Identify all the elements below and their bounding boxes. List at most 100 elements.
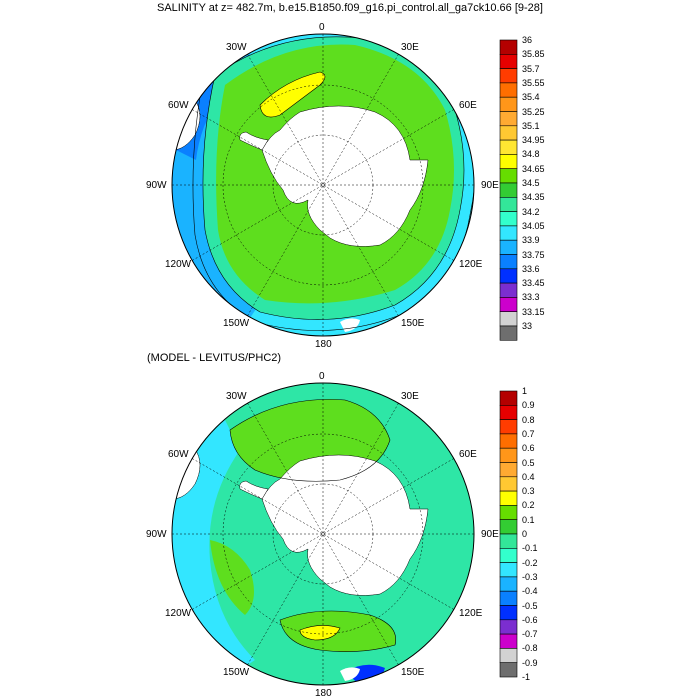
bottom-colorbar-label: 1 <box>522 386 528 396</box>
top-colorbar-label: 34.35 <box>522 192 545 203</box>
bottom-colorbar-label: -0.4 <box>522 586 538 597</box>
top-colorbar <box>499 39 518 341</box>
top-colorbar-box <box>499 311 518 327</box>
top-colorbar-label: 33.15 <box>522 306 545 317</box>
top-colorbar-label: 35.7 <box>522 63 540 74</box>
bottom-colorbar-label: 0.5 <box>522 457 535 468</box>
bottom-colorbar-label: 0.3 <box>522 486 535 497</box>
top-lon-label-60e: 60E <box>459 100 477 111</box>
bottom-lon-label-120w: 120W <box>165 608 192 619</box>
bottom-colorbar-box <box>499 547 518 563</box>
bottom-colorbar-box <box>499 562 518 578</box>
top-lon-label-150e: 150E <box>401 318 425 329</box>
top-colorbar-box <box>499 225 518 241</box>
top-colorbar-label: 33.9 <box>522 235 540 246</box>
top-colorbar-box <box>499 182 518 198</box>
bottom-colorbar-label: -0.3 <box>522 571 538 582</box>
top-lon-label-180: 180 <box>315 339 332 350</box>
bottom-lon-label-90e: 90E <box>481 529 499 540</box>
top-colorbar-box <box>499 125 518 141</box>
bottom-colorbar-label: 0.9 <box>522 400 535 411</box>
top-colorbar-label: 35.85 <box>522 49 545 60</box>
top-colorbar-label: 34.8 <box>522 149 540 160</box>
top-colorbar-box <box>499 82 518 98</box>
bottom-lon-label-120e: 120E <box>459 608 483 619</box>
top-colorbar-box <box>499 111 518 127</box>
bottom-lon-label-150w: 150W <box>223 667 250 678</box>
bottom-colorbar-box <box>499 662 518 678</box>
top-colorbar-label: 33.45 <box>522 278 545 289</box>
bottom-colorbar-box <box>499 490 518 506</box>
top-colorbar-box <box>499 211 518 227</box>
top-colorbar-box <box>499 254 518 270</box>
top-lon-label-0: 0 <box>319 22 325 33</box>
bottom-colorbar-box <box>499 533 518 549</box>
top-colorbar-box <box>499 154 518 169</box>
top-lon-label-90w: 90W <box>146 180 167 191</box>
top-colorbar-label: 33 <box>522 321 533 331</box>
bottom-lon-label-60w: 60W <box>168 449 189 460</box>
bottom-colorbar-box <box>499 633 518 649</box>
bottom-colorbar-box <box>499 505 518 520</box>
top-lon-label-30w: 30W <box>226 42 247 53</box>
top-colorbar-box <box>499 39 518 55</box>
bottom-colorbar-label: -1 <box>522 672 531 682</box>
bottom-colorbar-label: -0.6 <box>522 614 538 625</box>
bottom-colorbar-label: 0.1 <box>522 514 535 525</box>
top-colorbar-label: 35.4 <box>522 92 540 103</box>
top-colorbar-box <box>499 268 518 284</box>
top-colorbar-box <box>499 53 518 69</box>
bottom-colorbar-box <box>499 590 518 606</box>
bottom-colorbar-box <box>499 419 518 435</box>
bottom-colorbar <box>499 390 518 678</box>
top-colorbar-box <box>499 325 518 341</box>
top-map-title: SALINITY at z= 482.7m, b.e15.B1850.f09_g… <box>157 2 543 14</box>
bottom-colorbar-label: 0 <box>522 529 528 539</box>
top-lon-label-120e: 120E <box>459 259 483 270</box>
bottom-colorbar-box <box>499 433 518 449</box>
bottom-lon-label-180: 180 <box>315 688 332 699</box>
top-colorbar-label: 35.25 <box>522 106 545 117</box>
bottom-colorbar-box <box>499 404 518 420</box>
bottom-colorbar-label: 0.2 <box>522 500 535 511</box>
bottom-colorbar-box <box>499 462 518 478</box>
bottom-map-border <box>171 382 475 686</box>
top-colorbar-label: 35.55 <box>522 77 545 88</box>
bottom-colorbar-label: -0.9 <box>522 657 538 668</box>
top-colorbar-label: 34.2 <box>522 206 540 217</box>
bottom-colorbar-box <box>499 605 518 621</box>
top-colorbar-label: 34.65 <box>522 163 545 174</box>
top-colorbar-box <box>499 168 518 184</box>
bottom-lon-label-90w: 90W <box>146 529 167 540</box>
top-colorbar-box <box>499 297 518 312</box>
top-map-border <box>171 33 475 337</box>
top-colorbar-label: 36 <box>522 35 533 45</box>
top-colorbar-box <box>499 139 518 155</box>
bottom-colorbar-box <box>499 619 518 635</box>
bottom-colorbar-box <box>499 476 518 492</box>
top-colorbar-box <box>499 68 518 84</box>
bottom-lon-label-30e: 30E <box>401 391 419 402</box>
top-colorbar-label: 35.1 <box>522 120 540 131</box>
top-colorbar-label: 34.05 <box>522 220 545 231</box>
top-lon-label-90e: 90E <box>481 180 499 191</box>
top-colorbar-box <box>499 282 518 298</box>
bottom-colorbar-box <box>499 576 518 592</box>
top-lon-label-60w: 60W <box>168 100 189 111</box>
top-lon-label-150w: 150W <box>223 318 250 329</box>
bottom-colorbar-label: -0.2 <box>522 557 538 568</box>
top-colorbar-label: 33.75 <box>522 249 545 260</box>
top-colorbar-box <box>499 197 518 212</box>
bottom-lon-label-0: 0 <box>319 371 325 382</box>
top-colorbar-label: 34.95 <box>522 135 545 146</box>
top-colorbar-label: 33.6 <box>522 263 540 274</box>
bottom-colorbar-box <box>499 390 518 406</box>
top-colorbar-box <box>499 96 518 112</box>
top-lon-label-120w: 120W <box>165 259 192 270</box>
bottom-colorbar-label: 0.4 <box>522 471 535 482</box>
bottom-colorbar-box <box>499 648 518 664</box>
top-lon-label-30e: 30E <box>401 42 419 53</box>
bottom-colorbar-label: 0.7 <box>522 428 535 439</box>
bottom-colorbar-label: -0.5 <box>522 600 538 611</box>
